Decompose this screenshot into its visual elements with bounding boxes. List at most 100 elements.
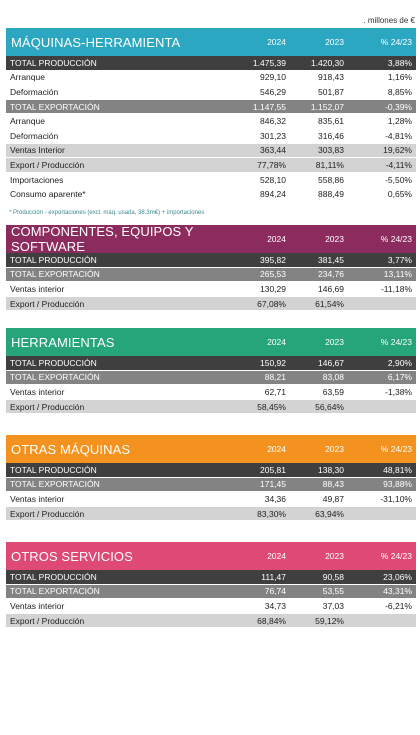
value-pct: 2,90% bbox=[387, 357, 412, 368]
value-pct: 8,85% bbox=[387, 86, 412, 97]
row-label: Ventas interior bbox=[10, 493, 65, 504]
value-2023: 53,55 bbox=[322, 586, 344, 597]
row-label: TOTAL EXPORTACIÓN bbox=[10, 269, 100, 280]
col-2024: 2024 bbox=[267, 444, 286, 454]
value-2024: 130,29 bbox=[260, 283, 286, 294]
table-row: TOTAL EXPORTACIÓN 171,45 88,43 93,88% bbox=[6, 477, 416, 493]
value-pct: -4,11% bbox=[385, 159, 412, 170]
value-2023: 381,45 bbox=[318, 254, 344, 265]
row-label: Importaciones bbox=[10, 174, 64, 185]
col-2023: 2023 bbox=[325, 337, 344, 347]
row-label: TOTAL EXPORTACIÓN bbox=[10, 101, 100, 112]
value-2023: 88,43 bbox=[322, 479, 344, 490]
value-2024: 68,84% bbox=[257, 615, 286, 626]
table-row: TOTAL EXPORTACIÓN 76,74 53,55 43,31% bbox=[6, 584, 416, 600]
row-label: Export / Producción bbox=[10, 159, 85, 170]
value-2024: 546,29 bbox=[260, 86, 286, 97]
row-label: TOTAL PRODUCCIÓN bbox=[10, 357, 97, 368]
table-row: Ventas interior 130,29 146,69 -11,18% bbox=[6, 282, 416, 297]
value-pct: 43,31% bbox=[383, 586, 412, 597]
table-row: TOTAL EXPORTACIÓN 1.147,55 1.152,07 -0,39% bbox=[6, 99, 416, 115]
value-2024: 363,44 bbox=[260, 145, 286, 156]
row-label: Consumo aparente* bbox=[10, 189, 86, 200]
col-pct: % 24/23 bbox=[380, 37, 412, 47]
table-row: Ventas interior 34,36 49,87 -31,10% bbox=[6, 492, 416, 507]
value-2024: 205,81 bbox=[260, 464, 286, 475]
value-pct: -1,38% bbox=[385, 386, 412, 397]
value-2024: 111,47 bbox=[261, 571, 286, 582]
value-2023: 63,94% bbox=[315, 508, 344, 519]
col-pct: % 24/23 bbox=[380, 444, 412, 454]
table-header: OTROS SERVICIOS 2024 2023 % 24/23 bbox=[6, 542, 416, 570]
table-row: TOTAL PRODUCCIÓN 1.475,39 1.420,30 3,88% bbox=[6, 56, 416, 71]
value-2024: 77,78% bbox=[257, 159, 286, 170]
value-2024: 76,74 bbox=[264, 586, 286, 597]
row-label: TOTAL EXPORTACIÓN bbox=[10, 479, 100, 490]
value-2023: 56,64% bbox=[315, 401, 344, 412]
value-2023: 918,43 bbox=[318, 72, 344, 83]
value-2024: 88,21 bbox=[264, 372, 286, 383]
value-2023: 835,61 bbox=[318, 116, 344, 127]
table-row: Deformación 301,23 316,46 -4,81% bbox=[6, 128, 416, 144]
value-2023: 316,46 bbox=[318, 130, 344, 141]
value-2024: 846,32 bbox=[260, 116, 286, 127]
value-2024: 34,73 bbox=[264, 600, 286, 611]
row-label: TOTAL EXPORTACIÓN bbox=[10, 586, 100, 597]
value-2023: 501,87 bbox=[318, 86, 344, 97]
value-pct: 3,88% bbox=[387, 57, 412, 68]
table-title: COMPONENTES, EQUIPOS Y SOFTWARE bbox=[11, 224, 194, 254]
value-2023: 558,86 bbox=[318, 174, 344, 185]
value-2024: 171,45 bbox=[260, 479, 286, 490]
table-title: OTRAS MÁQUINAS bbox=[11, 441, 131, 457]
value-2023: 146,69 bbox=[318, 283, 344, 294]
table-row: Consumo aparente* 894,24 888,49 0,65% bbox=[6, 187, 416, 202]
table-row: TOTAL EXPORTACIÓN 265,53 234,76 13,11% bbox=[6, 267, 416, 283]
row-label: TOTAL PRODUCCIÓN bbox=[10, 464, 97, 475]
col-2023: 2023 bbox=[325, 551, 344, 561]
table-row: TOTAL PRODUCCIÓN 150,92 146,67 2,90% bbox=[6, 356, 416, 371]
table-header: OTRAS MÁQUINAS 2024 2023 % 24/23 bbox=[6, 435, 416, 463]
col-2024: 2024 bbox=[267, 234, 286, 244]
row-label: Ventas interior bbox=[10, 283, 65, 294]
value-2024: 67,08% bbox=[257, 298, 286, 309]
table-herramientas: HERRAMIENTAS 2024 2023 % 24/23 TOTAL PRO… bbox=[6, 328, 416, 415]
col-2024: 2024 bbox=[267, 37, 286, 47]
row-label: TOTAL PRODUCCIÓN bbox=[10, 57, 97, 68]
value-2023: 90,58 bbox=[322, 571, 344, 582]
table-row: Deformación 546,29 501,87 8,85% bbox=[6, 85, 416, 100]
value-pct: -11,18% bbox=[380, 283, 412, 294]
value-2023: 37,03 bbox=[322, 600, 344, 611]
value-2023: 1.420,30 bbox=[310, 57, 344, 68]
table-row: Arranque 846,32 835,61 1,28% bbox=[6, 114, 416, 129]
value-2024: 265,53 bbox=[260, 269, 286, 280]
value-2023: 303,83 bbox=[318, 145, 344, 156]
col-2023: 2023 bbox=[325, 37, 344, 47]
table-row: Ventas Interior 363,44 303,83 19,62% bbox=[6, 143, 416, 159]
footnote: * Producción - exportaciones (excl. máq.… bbox=[9, 210, 205, 216]
row-label: Export / Producción bbox=[10, 298, 85, 309]
value-pct: -6,21% bbox=[385, 600, 412, 611]
value-2024: 301,23 bbox=[260, 130, 286, 141]
value-2024: 929,10 bbox=[260, 72, 286, 83]
col-2023: 2023 bbox=[325, 444, 344, 454]
col-pct: % 24/23 bbox=[380, 234, 412, 244]
table-componentes: COMPONENTES, EQUIPOS Y SOFTWARE 2024 202… bbox=[6, 224, 416, 312]
value-pct: -4,81% bbox=[385, 130, 412, 141]
row-label: Deformación bbox=[10, 130, 59, 141]
value-2024: 62,71 bbox=[264, 386, 286, 397]
value-2024: 150,92 bbox=[260, 357, 286, 368]
table-row: Export / Producción 68,84% 59,12% bbox=[6, 613, 416, 629]
value-2024: 34,36 bbox=[264, 493, 286, 504]
col-2023: 2023 bbox=[325, 234, 344, 244]
col-pct: % 24/23 bbox=[380, 337, 412, 347]
table-row: TOTAL PRODUCCIÓN 205,81 138,30 48,81% bbox=[6, 463, 416, 478]
value-pct: 19,62% bbox=[383, 145, 412, 156]
value-2024: 528,10 bbox=[260, 174, 286, 185]
value-pct: 6,17% bbox=[387, 372, 412, 383]
row-label: Ventas Interior bbox=[10, 145, 65, 156]
col-2024: 2024 bbox=[267, 337, 286, 347]
value-2024: 395,82 bbox=[260, 254, 286, 265]
value-2023: 888,49 bbox=[318, 189, 344, 200]
value-pct: 3,77% bbox=[387, 254, 412, 265]
value-2024: 894,24 bbox=[260, 189, 286, 200]
